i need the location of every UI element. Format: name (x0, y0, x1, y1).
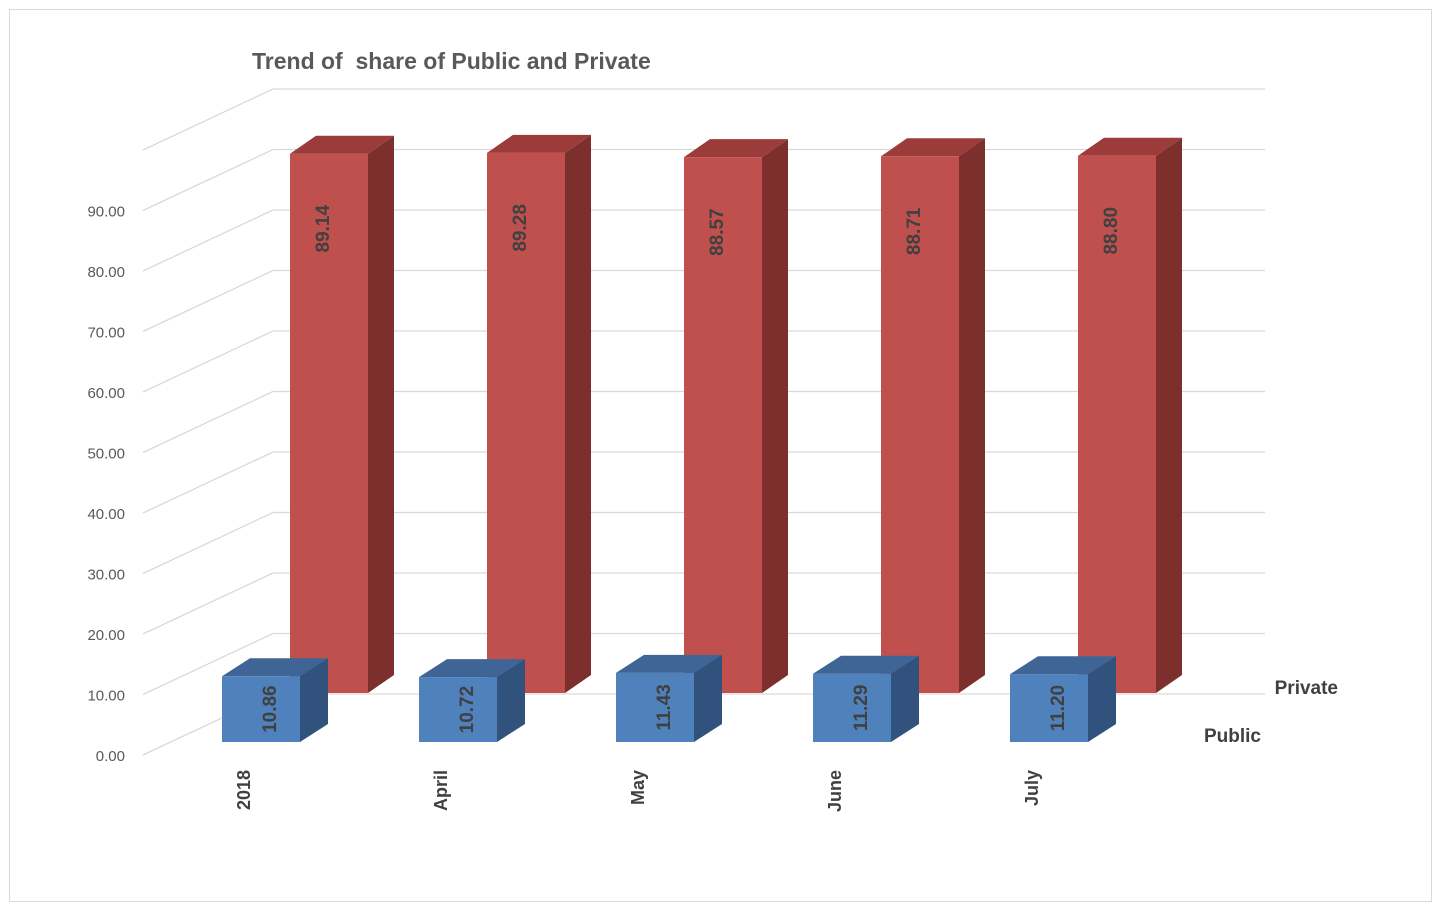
x-tick-label: June (825, 770, 845, 812)
series-label-public: Public (1204, 726, 1261, 747)
gridline-side (142, 632, 274, 696)
private-bar-side (565, 134, 591, 693)
gridline-side (142, 390, 274, 454)
y-tick-label: 70.00 (87, 325, 125, 342)
public-bar-side (1088, 656, 1116, 742)
gridline-side (142, 209, 274, 272)
public-bar-side (300, 658, 328, 742)
public-bar-side (694, 654, 722, 742)
private-data-label: 88.71 (904, 207, 925, 255)
public-bar-side (891, 655, 919, 742)
gridline-side (142, 451, 274, 514)
public-bar-front (1010, 674, 1088, 742)
private-data-label: 89.28 (510, 204, 531, 252)
public-bar-top (813, 655, 919, 674)
private-bar-front (684, 157, 762, 694)
gridline-side (142, 148, 274, 212)
y-tick-label: 20.00 (87, 627, 125, 644)
private-bar-side (762, 139, 788, 694)
private-bar-top (290, 135, 394, 154)
y-tick-label: 10.00 (87, 688, 125, 705)
private-bar-front (881, 156, 959, 693)
public-bar-top (222, 658, 328, 677)
public-data-label: 11.20 (1048, 685, 1069, 732)
public-bar-front (616, 672, 694, 742)
private-bar-front (290, 153, 368, 693)
y-tick-label: 60.00 (87, 385, 125, 402)
private-data-label: 88.57 (707, 208, 728, 256)
private-data-label: 89.14 (313, 204, 334, 252)
public-data-label: 10.72 (457, 686, 478, 734)
chart-title: Trend of share of Public and Private (252, 48, 651, 74)
y-tick-label: 30.00 (87, 567, 125, 584)
public-data-label: 11.43 (654, 684, 675, 731)
private-bar-side (368, 135, 394, 693)
public-bar-side (497, 659, 525, 742)
y-tick-label: 40.00 (87, 506, 125, 523)
private-bar-top (487, 134, 591, 153)
public-bar-front (813, 673, 891, 742)
y-tick-label: 0.00 (96, 748, 125, 765)
public-bar-top (616, 654, 722, 673)
private-bar-front (487, 152, 565, 693)
y-tick-label: 50.00 (87, 446, 125, 463)
gridline-side (142, 88, 274, 151)
public-data-label: 11.29 (851, 685, 872, 732)
private-bar-side (1156, 137, 1182, 693)
private-bar-front (1078, 155, 1156, 693)
public-data-label: 10.86 (260, 685, 281, 733)
private-bar-side (959, 138, 985, 693)
x-tick-label: July (1022, 770, 1042, 806)
public-bar-top (1010, 656, 1116, 675)
series-label-private: Private (1275, 678, 1338, 699)
x-tick-label: 2018 (234, 770, 254, 810)
gridline-side (142, 330, 274, 393)
public-bar-front (222, 676, 300, 742)
gridline-side (142, 511, 274, 575)
y-tick-label: 90.00 (87, 204, 125, 221)
x-tick-label: May (628, 770, 648, 805)
private-bar-top (684, 139, 788, 158)
y-tick-label: 80.00 (87, 264, 125, 281)
public-bar-top (419, 659, 525, 678)
gridline-side (142, 572, 274, 635)
private-bar-top (1078, 137, 1182, 156)
public-bar-front (419, 677, 497, 742)
gridline-side (142, 269, 274, 333)
private-data-label: 88.80 (1101, 207, 1122, 255)
private-bar-top (881, 138, 985, 157)
x-tick-label: April (431, 770, 451, 811)
